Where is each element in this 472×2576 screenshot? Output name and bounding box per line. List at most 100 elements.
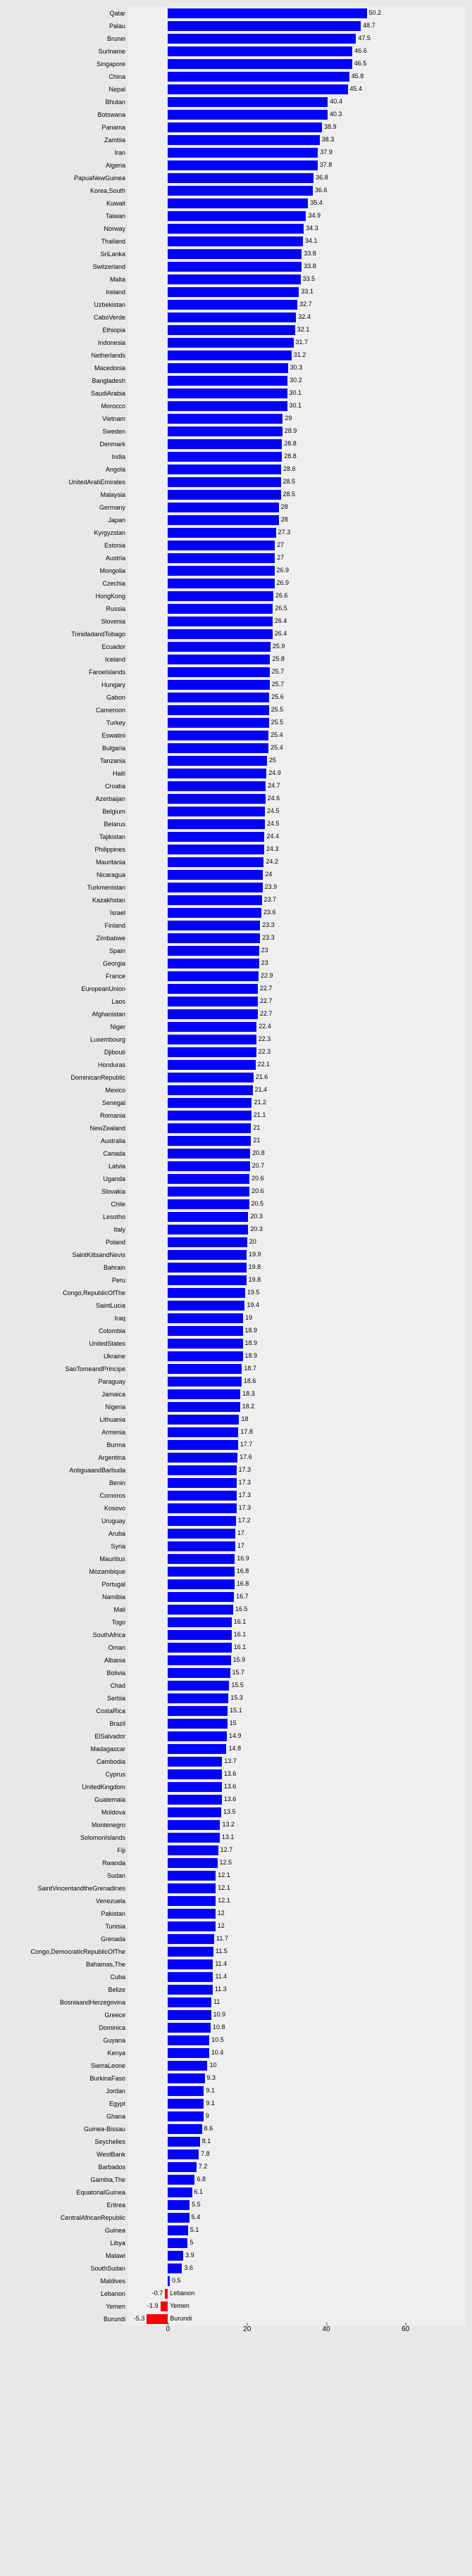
bar-row: Haiti24.9 [7,767,465,780]
bar: 25.7 [168,667,270,677]
bar-row: Venezuela12.1 [7,1895,465,1907]
bar-zone: 3.9 [128,2251,465,2261]
bar-zone: 13.2 [128,1820,465,1830]
category-label: Luxembourg [7,1036,128,1043]
bar: 20.3 [168,1212,248,1222]
bar-zone: 8.1 [128,2137,465,2147]
bar-zone: 24 [128,870,465,880]
category-label: Uganda [7,1175,128,1182]
bar-row: Qatar50.2 [7,7,465,20]
bar: 38.9 [168,122,322,132]
value-label: 15.3 [228,1694,243,1701]
bar: 5 [168,2238,187,2248]
category-label: WestBank [7,2151,128,2158]
bar-row: Mexico21.4 [7,1084,465,1097]
bar-zone: 5 [128,2238,465,2248]
bar-row: Maldives0.5 [7,2275,465,2287]
value-label: 12.5 [218,1859,232,1866]
category-label: Belgium [7,808,128,815]
bar-zone: 12.5 [128,1858,465,1868]
category-label: Singapore [7,61,128,68]
category-label: Thailand [7,238,128,245]
value-label: 25.8 [270,655,285,662]
bar: 0.5 [168,2276,170,2286]
bar: 20.6 [168,1187,249,1197]
bar-row: NewZealand21 [7,1122,465,1135]
value-label: 23.6 [261,909,276,916]
value-label: 13.7 [222,1757,237,1764]
bar-zone: 47.5 [128,34,465,44]
category-label: Niger [7,1023,128,1030]
bar-row: Switzerland33.8 [7,260,465,273]
value-label: 28.5 [281,491,296,498]
bar-row: SierraLeone10 [7,2059,465,2072]
bar-zone: 10.4 [128,2048,465,2058]
bar-row: Nigeria18.2 [7,1401,465,1413]
category-label: Hungary [7,681,128,688]
value-label: 47.5 [356,34,371,42]
value-label: 17.3 [237,1504,251,1511]
bar-row: Suriname46.6 [7,45,465,58]
bar-zone: 24.3 [128,845,465,854]
bar-zone: 32.7 [128,300,465,310]
bar: 16.9 [168,1554,235,1564]
bar-row: Jamaica18.3 [7,1388,465,1401]
category-label: Guinea-Bissau [7,2126,128,2133]
bar: 12.5 [168,1858,217,1868]
category-label: Comoros [7,1492,128,1499]
bar-zone: 23.3 [128,933,465,943]
category-label: Kuwait [7,200,128,207]
bar: 12.1 [168,1871,216,1881]
bar-zone: 18.2 [128,1402,465,1412]
category-label: Romania [7,1112,128,1119]
bar-row: Iran37.9 [7,146,465,159]
bar: 18.7 [168,1364,242,1374]
bar-row: Cambodia13.7 [7,1755,465,1768]
bar-zone: 5.4 [128,2213,465,2223]
bar-zone: 25.6 [128,693,465,702]
bar: 30.2 [168,376,287,386]
value-label: 16.5 [233,1605,248,1612]
bar-zone: 28.5 [128,490,465,500]
bar-row: Austria27 [7,552,465,564]
value-label: 33.8 [302,250,316,257]
bar: 21.4 [168,1085,252,1095]
category-label: Lithuania [7,1416,128,1423]
bar: 22.7 [168,1009,258,1019]
category-label: ElSalvador [7,1733,128,1740]
bar: 24.5 [168,807,265,816]
bar-row: CostaRica15.1 [7,1705,465,1717]
category-label: Uzbekistan [7,301,128,308]
bar-row: Ethiopia32.1 [7,324,465,336]
value-label: 12 [216,1922,225,1929]
value-label: 31.2 [292,351,306,358]
category-label: UnitedKingdom [7,1783,128,1791]
bar: 22.9 [168,971,259,981]
bar-zone: 16.1 [128,1630,465,1640]
value-label: 30.2 [287,377,302,384]
bar: 5.5 [168,2200,190,2210]
bar-zone: 34.3 [128,224,465,234]
category-label: Lebanon [168,2290,194,2297]
value-label: 21 [251,1124,260,1131]
value-label: 17.8 [238,1428,253,1435]
category-label: Ecuador [7,643,128,650]
category-label: Ghana [7,2113,128,2120]
bar-row: Georgia23 [7,957,465,970]
bar: 18.2 [168,1402,240,1412]
bar: 18.3 [168,1389,240,1399]
bar-row: Mozambique16.8 [7,1565,465,1578]
category-label: SaintLucia [7,1302,128,1309]
value-label: 10 [207,2062,216,2069]
category-label: Mozambique [7,1568,128,1575]
bar-row: Czechia26.9 [7,577,465,590]
bar-zone: 25.5 [128,705,465,715]
bar-zone: 20.7 [128,1161,465,1171]
bar: 13.1 [168,1833,220,1843]
bar-row: Armenia17.8 [7,1426,465,1439]
category-label: SaoTomeandPrincipe [7,1365,128,1372]
value-label: 38.9 [322,123,337,130]
category-label: Aruba [7,1530,128,1537]
bar-zone: 32.1 [128,325,465,335]
bar-row: Namibia16.7 [7,1591,465,1603]
